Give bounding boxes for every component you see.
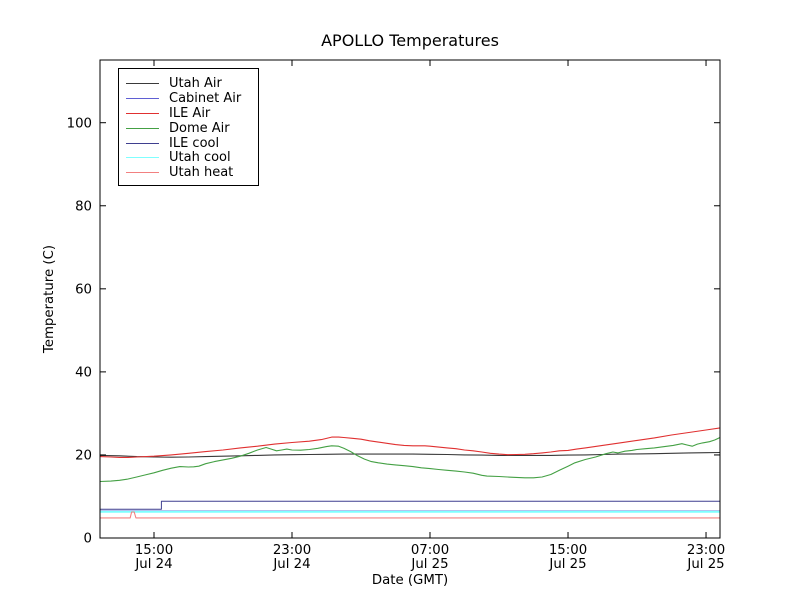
legend-item: ILE Air	[126, 106, 258, 121]
legend-item: Utah heat	[126, 165, 258, 180]
legend-label: Dome Air	[169, 120, 230, 136]
series-line-dome-air	[100, 437, 720, 483]
legend: Utah Air Cabinet Air ILE Air Dome Air ILE co…	[118, 68, 259, 186]
x-tick-label-date: Jul 24	[272, 557, 310, 572]
legend-item: Utah Air	[126, 76, 258, 91]
legend-label: Utah heat	[169, 165, 234, 181]
figure-title: APOLLO Temperatures	[321, 31, 499, 50]
y-tick-label: 0	[84, 532, 92, 547]
legend-item: Dome Air	[126, 121, 258, 136]
y-axis-label: Temperature (C)	[42, 244, 57, 354]
legend-label: Cabinet Air	[169, 90, 242, 106]
x-tick-label-time: 23:00	[273, 543, 311, 558]
legend-swatch	[126, 82, 159, 84]
x-tick-label-date: Jul 25	[548, 557, 586, 572]
legend-swatch	[126, 157, 159, 159]
legend-label: ILE cool	[169, 135, 220, 151]
x-tick-label-time: 07:00	[411, 543, 449, 558]
legend-label: Utah cool	[169, 150, 231, 166]
legend-label: ILE Air	[169, 105, 211, 121]
legend-swatch	[126, 97, 159, 99]
x-tick-label-date: Jul 25	[686, 557, 724, 572]
legend-swatch	[126, 112, 159, 114]
y-tick-label: 80	[75, 199, 92, 214]
legend-swatch	[126, 127, 159, 129]
y-tick-label: 20	[75, 449, 92, 464]
axes-frame	[99, 59, 721, 539]
x-tick-label-time: 15:00	[135, 543, 173, 558]
series-line-utah-air	[100, 451, 720, 458]
x-tick-label-time: 23:00	[687, 543, 725, 558]
x-tick-label-time: 15:00	[549, 543, 587, 558]
series-line-ile-air	[100, 427, 720, 458]
x-tick-label-date: Jul 24	[134, 557, 172, 572]
legend-label: Utah Air	[169, 75, 222, 91]
y-tick-label: 60	[75, 283, 92, 298]
legend-swatch	[126, 172, 159, 174]
legend-item: Cabinet Air	[126, 91, 258, 106]
legend-item: ILE cool	[126, 136, 258, 151]
x-axis-label: Date (GMT)	[371, 573, 449, 588]
series-line-utah-heat	[100, 511, 720, 519]
series-line-ile-cool	[100, 500, 720, 510]
x-tick-label-date: Jul 25	[410, 557, 448, 572]
y-tick-label: 40	[75, 366, 92, 381]
legend-item: Utah cool	[126, 150, 258, 165]
y-tick-label: 100	[67, 116, 92, 131]
legend-swatch	[126, 142, 159, 144]
